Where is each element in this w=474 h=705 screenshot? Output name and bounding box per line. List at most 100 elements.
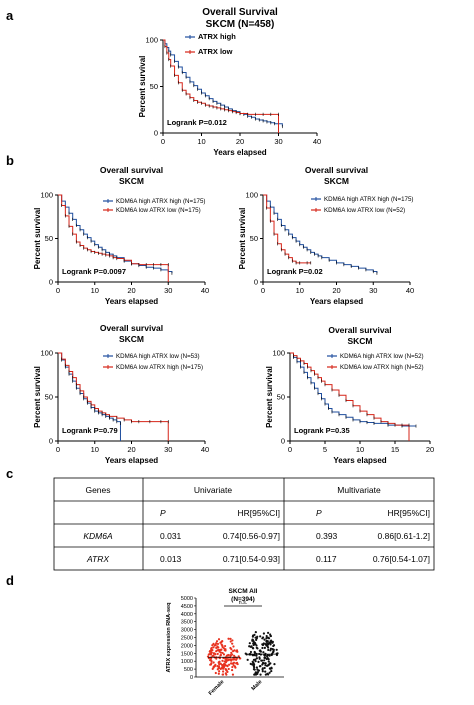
y-tick-label: 4500 bbox=[181, 604, 193, 610]
x-tick-label: 40 bbox=[313, 137, 321, 146]
data-point bbox=[232, 645, 235, 648]
x-tick-label: 0 bbox=[261, 286, 265, 295]
y-tick-label: 0 bbox=[254, 278, 258, 287]
data-point bbox=[261, 636, 265, 639]
x-tick-label: 40 bbox=[201, 286, 209, 295]
data-point bbox=[248, 642, 251, 645]
data-point bbox=[221, 646, 224, 649]
data-point bbox=[219, 667, 223, 670]
logrank-pvalue: Logrank P=0.0097 bbox=[62, 267, 126, 276]
x-tick-label: 20 bbox=[426, 445, 434, 454]
dot-plot-subtitle: (N=394) bbox=[231, 596, 255, 603]
data-point bbox=[270, 639, 273, 642]
data-point bbox=[270, 669, 273, 673]
data-point bbox=[267, 637, 271, 640]
data-point bbox=[268, 654, 271, 657]
data-point bbox=[231, 642, 234, 645]
y-tick-label: 1500 bbox=[181, 651, 193, 657]
data-point bbox=[268, 671, 271, 674]
data-point bbox=[215, 642, 218, 645]
y-tick-label: 500 bbox=[184, 667, 193, 673]
data-point bbox=[267, 660, 270, 663]
data-point bbox=[224, 668, 227, 671]
x-tick-label: 15 bbox=[391, 445, 399, 454]
data-point bbox=[221, 639, 224, 643]
data-point bbox=[262, 632, 265, 635]
data-point bbox=[221, 673, 224, 676]
data-point bbox=[267, 658, 270, 661]
x-tick-label: 20 bbox=[236, 137, 244, 146]
logrank-pvalue: Logrank P=0.35 bbox=[294, 426, 350, 435]
data-point bbox=[269, 643, 272, 646]
y-axis-label: Percent survival bbox=[238, 208, 247, 270]
table-header-multivariate: Multivariate bbox=[337, 485, 381, 495]
data-point bbox=[230, 659, 233, 662]
data-point bbox=[211, 644, 214, 647]
chart-title: Overall survival bbox=[100, 323, 163, 333]
data-point bbox=[227, 653, 230, 657]
survival-curve-blue bbox=[163, 39, 283, 127]
data-point bbox=[218, 670, 221, 673]
chart-subtitle: SKCM (N=458) bbox=[206, 19, 275, 30]
x-tick-label: 20 bbox=[127, 445, 135, 454]
data-point bbox=[223, 644, 227, 648]
data-point bbox=[227, 637, 230, 640]
legend-entry: KDM6A low ATRX high (N=52) bbox=[340, 364, 424, 371]
data-point bbox=[251, 634, 255, 637]
data-point bbox=[254, 672, 257, 675]
table-cell: 0.031 bbox=[160, 531, 182, 541]
data-point bbox=[217, 666, 221, 670]
data-point bbox=[219, 654, 222, 657]
data-point bbox=[222, 653, 226, 656]
data-point bbox=[246, 658, 249, 661]
x-tick-label: 0 bbox=[288, 445, 292, 454]
x-axis-label: Years elapsed bbox=[105, 297, 158, 306]
logrank-pvalue: Logrank P=0.79 bbox=[62, 426, 118, 435]
legend-entry: KDM6A high ATRX low (N=52) bbox=[340, 353, 424, 360]
data-point bbox=[249, 650, 253, 654]
data-point bbox=[230, 668, 234, 672]
y-axis-label: ATRX expression RNA-seq bbox=[166, 603, 172, 673]
chart-title: Overall survival bbox=[100, 165, 163, 175]
category-label: Male bbox=[251, 679, 264, 692]
data-point bbox=[263, 666, 266, 670]
data-point bbox=[262, 662, 266, 665]
data-point bbox=[218, 650, 221, 653]
data-point bbox=[266, 631, 270, 634]
survival-curve-red bbox=[58, 352, 169, 441]
data-point bbox=[250, 645, 253, 648]
data-point bbox=[256, 635, 259, 638]
y-tick-label: 100 bbox=[272, 349, 285, 358]
data-point bbox=[233, 665, 237, 668]
y-tick-label: 50 bbox=[45, 234, 53, 243]
y-tick-label: 100 bbox=[40, 349, 53, 358]
y-tick-label: 100 bbox=[245, 191, 258, 200]
data-point bbox=[254, 660, 257, 663]
x-tick-label: 30 bbox=[274, 137, 282, 146]
x-tick-label: 30 bbox=[164, 445, 172, 454]
data-point bbox=[211, 654, 214, 658]
data-point bbox=[252, 661, 255, 664]
data-point bbox=[275, 648, 278, 651]
data-point bbox=[229, 646, 232, 650]
data-point bbox=[260, 659, 264, 662]
y-tick-label: 3500 bbox=[181, 620, 193, 626]
data-point bbox=[229, 640, 232, 643]
data-point bbox=[235, 657, 238, 660]
table-subheader-p: P bbox=[160, 508, 166, 518]
data-point bbox=[272, 648, 275, 651]
data-point bbox=[251, 663, 254, 666]
data-point bbox=[222, 663, 225, 667]
data-point bbox=[232, 661, 236, 664]
legend-entry: ATRX low bbox=[198, 47, 233, 56]
table-header-univariate: Univariate bbox=[194, 485, 233, 495]
data-point bbox=[261, 646, 264, 650]
data-point bbox=[217, 672, 220, 675]
y-tick-label: 2000 bbox=[181, 643, 193, 649]
data-point bbox=[266, 646, 270, 649]
y-tick-label: 1000 bbox=[181, 659, 193, 665]
data-point bbox=[253, 663, 256, 666]
data-point bbox=[223, 648, 226, 652]
